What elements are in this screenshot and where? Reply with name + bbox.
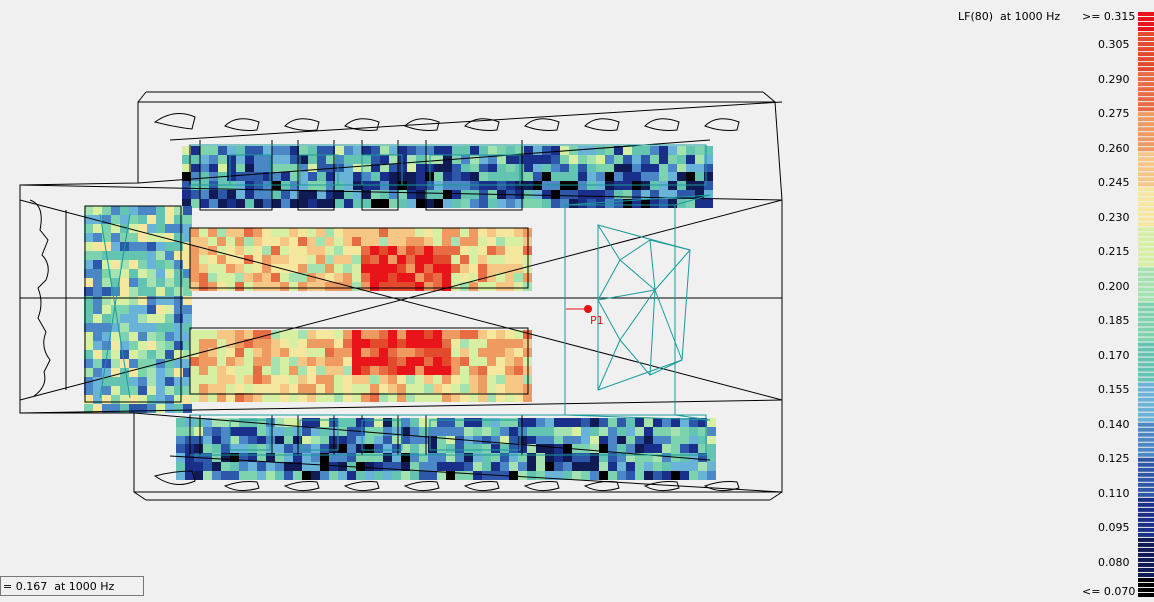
- legend-tick-10: 0.155: [1098, 383, 1130, 396]
- receiver-label: P1: [590, 314, 604, 327]
- legend-tick-5: 0.230: [1098, 210, 1130, 224]
- legend-tick-13: 0.110: [1098, 486, 1130, 500]
- stage-wireframe: [99, 144, 711, 456]
- legend-tick-11: 0.140: [1098, 417, 1130, 431]
- color-scale-bar: [1138, 12, 1154, 597]
- lf-cell-grid: [84, 146, 716, 480]
- receiver-p1[interactable]: P1: [566, 305, 604, 327]
- legend-max-label: >= 0.315: [1082, 10, 1136, 23]
- legend-tick-8: 0.185: [1098, 314, 1130, 327]
- legend-tick-14: 0.095: [1098, 521, 1130, 534]
- legend-tick-0: 0.305: [1098, 38, 1130, 51]
- legend-title: LF(80) at 1000 Hz: [958, 10, 1061, 23]
- legend-tick-2: 0.275: [1098, 107, 1130, 120]
- legend-tick-12: 0.125: [1098, 452, 1130, 465]
- status-readout: = 0.167 at 1000 Hz: [0, 576, 144, 596]
- legend-tick-7: 0.200: [1098, 279, 1130, 293]
- legend-tick-3: 0.260: [1098, 141, 1130, 155]
- legend-tick-1: 0.290: [1098, 72, 1130, 86]
- legend-tick-9: 0.170: [1098, 348, 1130, 362]
- legend-tick-15: 0.080: [1098, 555, 1130, 569]
- legend-tick-6: 0.215: [1098, 245, 1130, 258]
- legend-min-label: <= 0.070: [1082, 585, 1136, 598]
- legend-tick-4: 0.245: [1098, 176, 1130, 189]
